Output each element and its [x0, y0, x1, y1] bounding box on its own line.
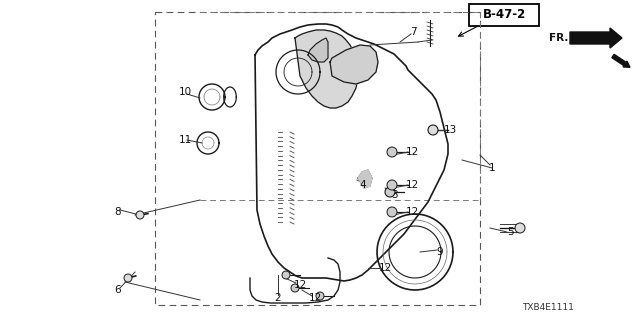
Text: 9: 9 — [436, 247, 444, 257]
Text: 3: 3 — [390, 190, 397, 200]
Polygon shape — [358, 170, 372, 188]
FancyArrow shape — [570, 28, 622, 48]
Text: 12: 12 — [405, 180, 419, 190]
Text: 8: 8 — [115, 207, 122, 217]
Circle shape — [515, 223, 525, 233]
Circle shape — [291, 284, 299, 292]
Text: 12: 12 — [308, 293, 322, 303]
Text: 4: 4 — [360, 180, 366, 190]
Circle shape — [385, 187, 395, 197]
Circle shape — [387, 207, 397, 217]
Text: B-47-2: B-47-2 — [483, 9, 525, 21]
Text: 12: 12 — [293, 280, 307, 290]
Text: 13: 13 — [444, 125, 456, 135]
Circle shape — [136, 211, 144, 219]
Text: 5: 5 — [507, 227, 513, 237]
Text: 11: 11 — [179, 135, 191, 145]
Polygon shape — [330, 45, 378, 84]
Circle shape — [316, 292, 324, 300]
Text: 7: 7 — [410, 27, 416, 37]
Circle shape — [428, 125, 438, 135]
Circle shape — [282, 271, 290, 279]
Bar — [155, 12, 480, 305]
Text: 10: 10 — [179, 87, 191, 97]
Circle shape — [124, 274, 132, 282]
Text: TXB4E1111: TXB4E1111 — [522, 302, 574, 311]
Text: FR.: FR. — [548, 33, 568, 43]
Circle shape — [387, 147, 397, 157]
Text: 12: 12 — [405, 207, 419, 217]
Polygon shape — [295, 30, 358, 108]
Text: 12: 12 — [405, 147, 419, 157]
Text: 12: 12 — [378, 263, 392, 273]
FancyArrow shape — [612, 54, 630, 67]
Text: 1: 1 — [489, 163, 495, 173]
Text: 6: 6 — [115, 285, 122, 295]
Polygon shape — [308, 38, 328, 62]
Text: 2: 2 — [275, 293, 282, 303]
Circle shape — [387, 180, 397, 190]
